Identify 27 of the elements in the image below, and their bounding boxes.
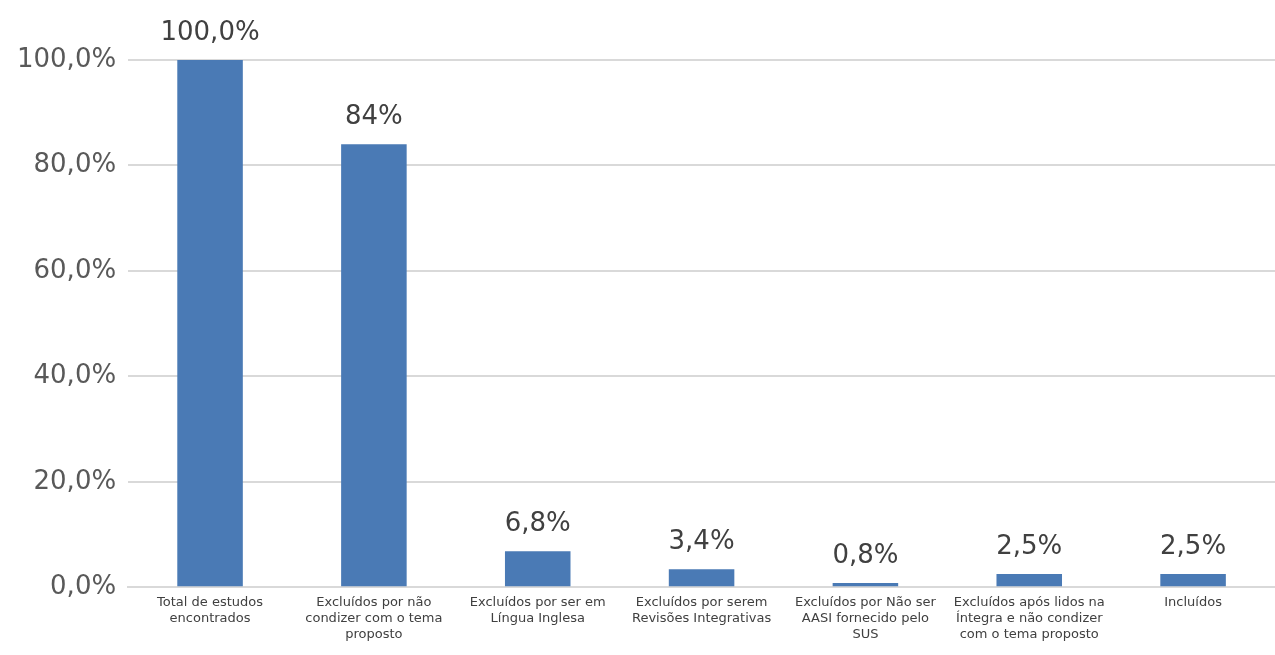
data-label: 84% (345, 100, 403, 131)
x-tick-label: Excluídos por não condizer com o tema proposto (305, 594, 443, 641)
bar (996, 574, 1063, 587)
bar (504, 551, 571, 587)
x-tick-label: Excluídos após lidos na Íntegra e não condizer com o tema proposto (953, 594, 1105, 641)
data-label: 2,5% (1160, 529, 1227, 560)
bar (832, 582, 899, 587)
x-tick-label: Incluídos (1164, 594, 1223, 610)
y-tick-label: 20,0% (33, 464, 117, 495)
y-tick-label: 80,0% (33, 148, 117, 179)
y-tick-label: 0,0% (50, 569, 117, 600)
y-tick-label: 40,0% (33, 359, 117, 390)
data-label: 0,8% (832, 538, 899, 569)
bar (177, 60, 243, 587)
bar (668, 569, 735, 587)
x-tick-label: Total de estudos encontrados (156, 594, 264, 625)
data-label: 2,5% (996, 529, 1063, 560)
bar (1160, 574, 1226, 587)
x-tick-label: Excluídos por serem Revisões Integrativas (631, 594, 772, 625)
x-tick-label: Excluídos por ser em Língua Inglesa (469, 594, 606, 625)
bar (341, 144, 407, 587)
data-label: 6,8% (504, 507, 571, 538)
y-tick-label: 60,0% (33, 253, 117, 284)
x-tick-label: Excluídos por Não ser AASI fornecido pelo SUS (794, 594, 937, 641)
data-label: 3,4% (668, 525, 735, 556)
data-label: 100,0% (160, 15, 260, 46)
y-tick-label: 100,0% (17, 42, 117, 73)
